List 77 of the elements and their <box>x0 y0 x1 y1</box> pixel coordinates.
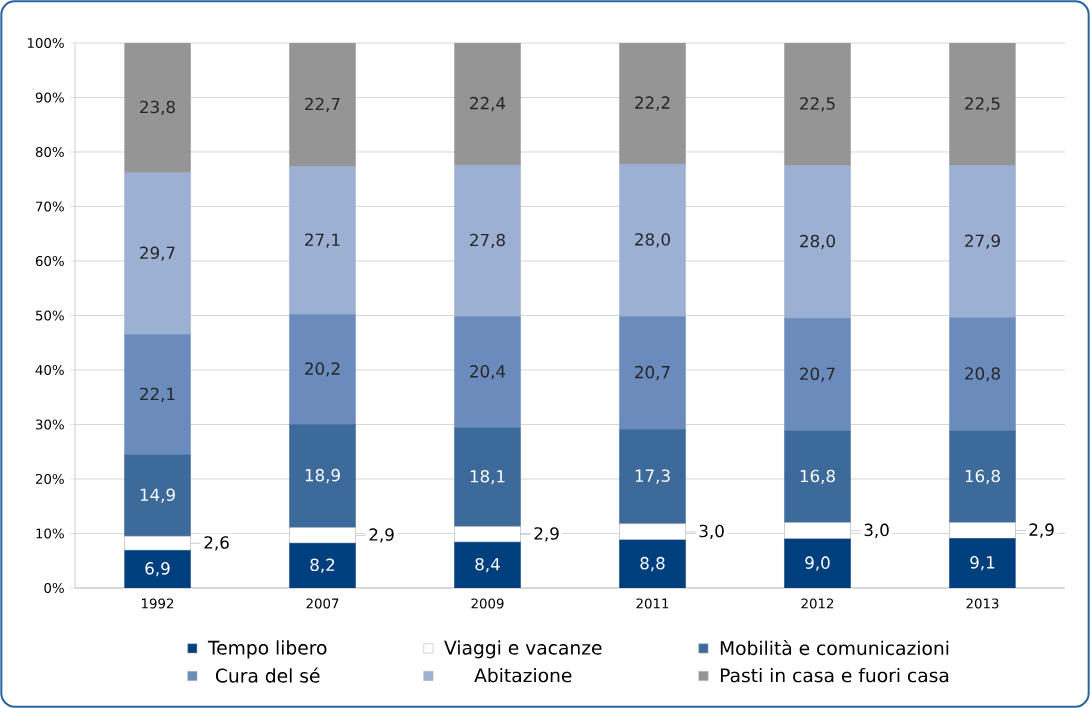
data-label: 14,9 <box>140 488 175 503</box>
data-label: 9,0 <box>805 556 830 571</box>
y-tick-label: 20% <box>35 473 64 485</box>
legend-label: Tempo libero <box>207 640 327 659</box>
y-tick-label: 50% <box>35 310 64 321</box>
y-tick-label: 10% <box>36 528 64 539</box>
y-tick-label: 100% <box>27 37 64 49</box>
x-tick-label: 2012 <box>801 598 834 609</box>
bar <box>289 166 356 315</box>
data-label: 3,0 <box>864 523 889 538</box>
bar <box>124 172 191 335</box>
data-label: 22,2 <box>635 96 670 111</box>
data-label: 20,2 <box>305 362 340 377</box>
data-label: 8,8 <box>640 556 665 572</box>
data-label: 22,7 <box>305 97 340 113</box>
x-tick-label: 1992 <box>142 598 174 609</box>
data-label: 18,1 <box>470 469 505 485</box>
data-label: 27,8 <box>470 233 505 248</box>
bar <box>619 316 686 430</box>
y-tick-label: 90% <box>35 92 64 103</box>
bar <box>124 334 191 456</box>
data-label: 2,9 <box>369 528 394 543</box>
y-tick-label: 80% <box>35 146 64 158</box>
data-label: 22,4 <box>470 96 506 112</box>
data-label: 27,9 <box>965 234 1000 249</box>
y-tick-label: 40% <box>35 364 64 376</box>
data-label: 20,7 <box>635 365 670 381</box>
legend-label: Mobilità e comunicazioni <box>720 639 949 656</box>
data-label: 20,8 <box>965 367 1000 382</box>
data-label: 6,9 <box>145 562 170 577</box>
data-label: 3,0 <box>699 524 724 540</box>
bar <box>949 430 1016 523</box>
data-label: 20,7 <box>800 367 835 382</box>
data-label: 27,1 <box>305 233 340 248</box>
bar <box>289 314 356 425</box>
data-label: 28,0 <box>800 234 835 250</box>
bar <box>784 317 851 432</box>
x-tick-label: 2011 <box>636 598 669 609</box>
bar <box>784 430 851 523</box>
y-tick-label: 0% <box>44 582 64 594</box>
bar <box>454 316 521 429</box>
data-label: 18,9 <box>305 468 340 484</box>
data-label: 22,5 <box>800 97 835 112</box>
legend-label: Abitazione <box>474 667 572 683</box>
bar <box>949 317 1016 432</box>
bar <box>124 454 191 537</box>
data-label: 22,5 <box>965 97 1000 112</box>
legend-label: Viaggi e vacanze <box>444 640 602 659</box>
legend-label: Cura del sé <box>215 667 320 683</box>
data-label: 8,2 <box>310 558 335 573</box>
data-label: 20,4 <box>470 365 506 380</box>
bar <box>784 165 851 319</box>
x-tick-label: 2013 <box>966 598 999 609</box>
data-label: 8,4 <box>475 557 500 573</box>
y-tick-label: 70% <box>36 201 64 212</box>
data-label: 28,0 <box>635 233 670 248</box>
data-label: 16,8 <box>800 469 835 484</box>
data-label: 22,1 <box>140 387 175 402</box>
bar <box>619 429 686 524</box>
bar <box>454 427 521 527</box>
data-label: 29,7 <box>140 246 175 261</box>
bar <box>949 165 1016 318</box>
data-label: 17,3 <box>635 469 670 484</box>
bar <box>454 164 521 317</box>
x-tick-label: 2007 <box>306 598 339 609</box>
data-label: 2,6 <box>204 536 229 551</box>
data-label: 9,1 <box>970 556 995 571</box>
data-label: 16,8 <box>965 469 1000 484</box>
x-tick-label: 2009 <box>471 598 504 609</box>
data-label: 2,9 <box>1029 523 1054 538</box>
data-label: 23,8 <box>140 100 175 116</box>
legend-label: Pasti in casa e fuori casa <box>720 667 949 683</box>
bar <box>619 163 686 317</box>
data-label: 2,9 <box>534 527 559 542</box>
y-tick-label: 60% <box>35 255 64 267</box>
y-tick-label: 30% <box>35 419 64 430</box>
bar <box>289 424 356 528</box>
